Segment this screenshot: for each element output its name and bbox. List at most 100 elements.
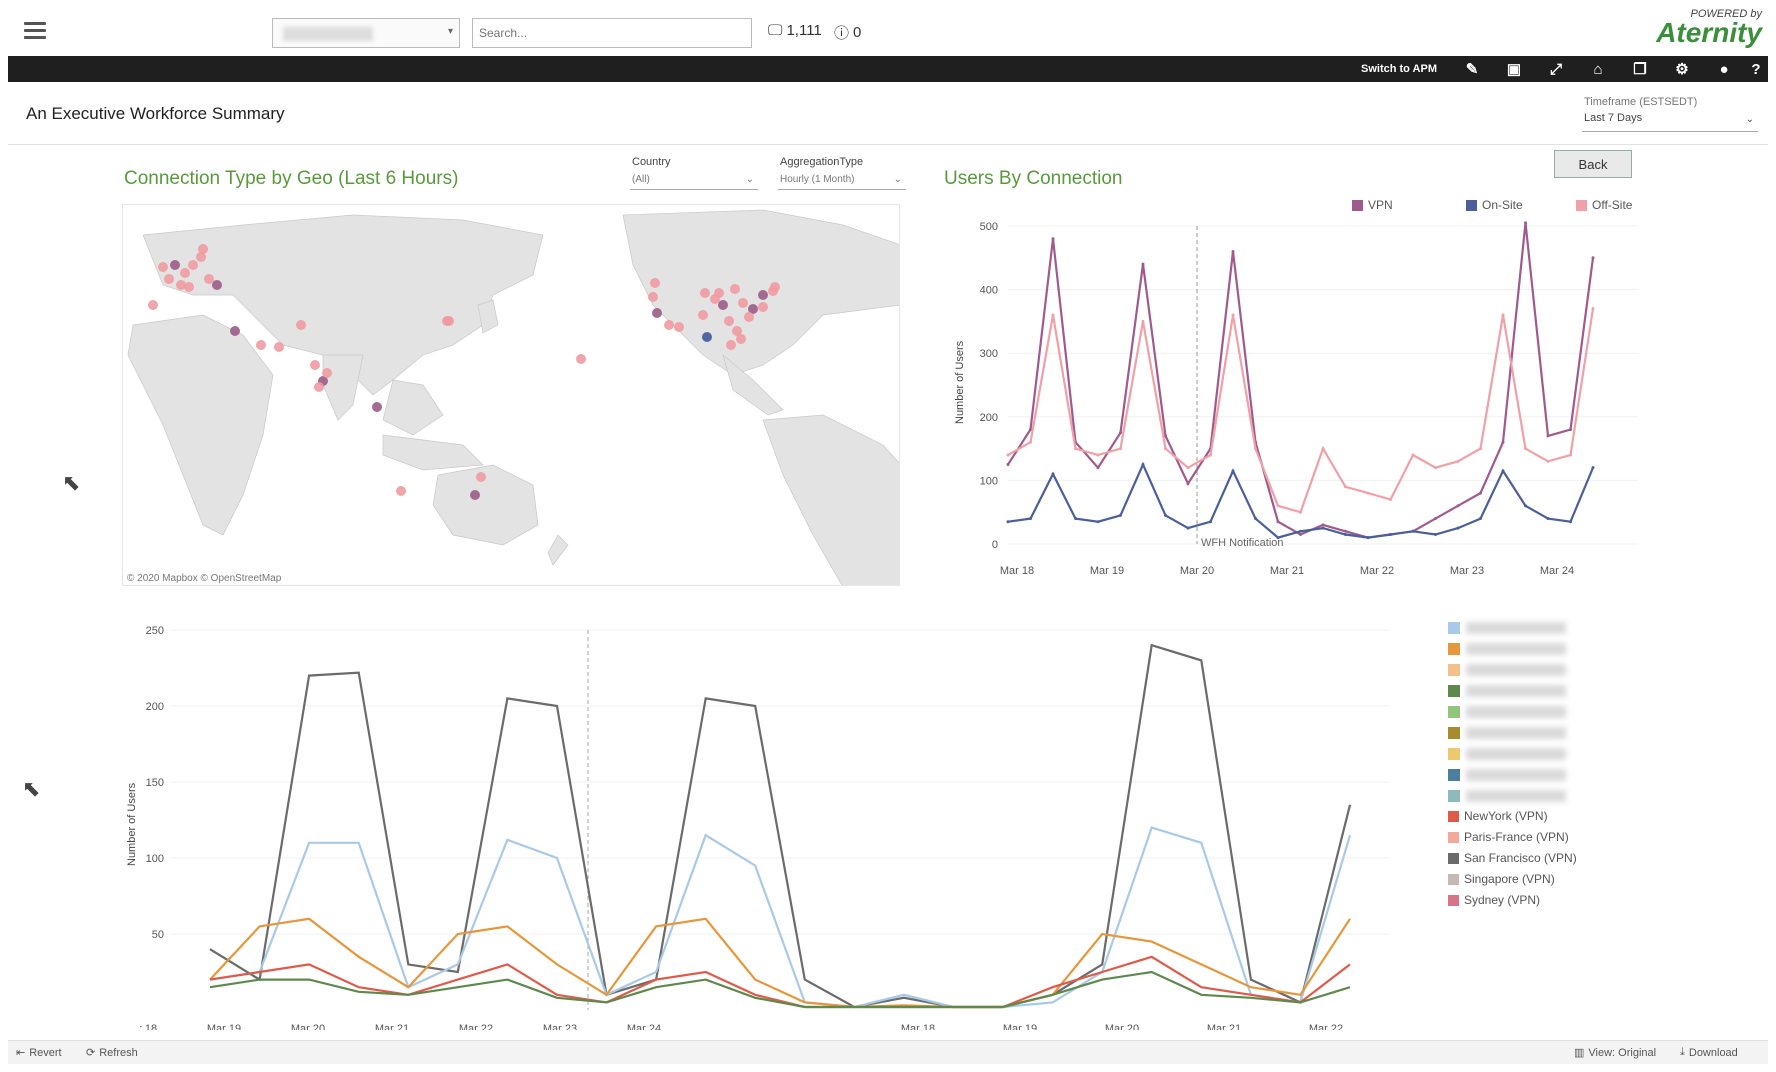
map-dot[interactable] [702,332,712,342]
map-dot[interactable] [710,294,720,304]
legend-item[interactable]: San Francisco (VPN) [1448,851,1577,865]
legend-swatch [1448,706,1460,718]
city-series-line[interactable] [209,970,1351,1009]
user-icon[interactable]: ● [1719,60,1729,78]
legend-swatch [1448,643,1460,655]
legend-vpn[interactable]: VPN [1352,198,1393,212]
map-dot[interactable] [170,260,180,270]
map-dot[interactable] [700,288,710,298]
map-dot[interactable] [576,354,586,364]
data-point [1029,517,1032,521]
map-dot[interactable] [758,302,768,312]
alerts-stat[interactable]: ⓘ 0 [834,22,861,43]
map-dot[interactable] [698,310,708,320]
city-series-line[interactable] [209,826,1352,1009]
legend-onsite[interactable]: On-Site [1466,198,1523,212]
back-button[interactable]: Back [1554,150,1632,178]
mouse-cursor-icon: ⬉ [62,470,81,495]
switch-to-apm-button[interactable]: Switch to APM [1361,63,1437,75]
series-line-on-site[interactable] [1007,461,1595,539]
map-dot[interactable] [256,340,266,350]
map-dot[interactable] [158,262,168,272]
map-dot[interactable] [176,280,186,290]
map-dot[interactable] [188,260,198,270]
map-dot[interactable] [322,368,332,378]
home-icon[interactable]: ⌂ [1593,60,1603,78]
map-dot[interactable] [652,308,662,318]
map-dot[interactable] [736,334,746,344]
map-dot[interactable] [396,486,406,496]
world-map[interactable]: © 2020 Mapbox © OpenStreetMap [122,204,900,586]
users-by-connection-chart[interactable]: 0 100 200 300 400 500 Mar 18 Mar 19 Mar 20 Mar 21… [960,212,1660,582]
southeast-asia-shape [382,379,444,436]
legend-swatch [1448,852,1459,864]
city-series-line[interactable] [209,917,1351,1009]
map-dot[interactable] [296,320,306,330]
map-dot[interactable] [148,300,158,310]
revert-button[interactable]: ⇤ Revert [16,1046,62,1060]
map-dot[interactable] [274,342,284,352]
map-dot[interactable] [724,316,734,326]
map-dot[interactable] [198,244,208,254]
gear-icon[interactable]: ⚙ [1675,61,1689,78]
map-dot[interactable] [744,312,754,322]
chevron-down-icon: ⌄ [1745,114,1754,125]
map-dot[interactable] [674,322,684,332]
city-series-line[interactable] [209,955,1351,1009]
download-button[interactable]: ⤓ Download [1680,1046,1738,1059]
map-dot[interactable] [310,360,320,370]
timeframe-dropdown[interactable]: Last 7 Days ⌄ [1582,112,1758,132]
legend-offsite-label: Off-Site [1592,198,1633,212]
map-dot[interactable] [372,402,382,412]
map-dot[interactable] [196,252,206,262]
legend-item[interactable]: NewYork (VPN) [1448,809,1548,823]
city-series-line[interactable] [209,643,1352,1009]
refresh-button[interactable]: ⟳ Refresh [86,1046,138,1060]
expand-icon[interactable]: ⤢ [1549,60,1562,78]
map-dot[interactable] [314,382,324,392]
map-dot[interactable] [758,290,768,300]
blurred-scope-value [283,27,373,41]
map-dot[interactable] [732,326,742,336]
copy-icon[interactable]: ❐ [1633,61,1647,78]
map-dot[interactable] [730,284,740,294]
map-dot[interactable] [726,340,736,350]
map-dot[interactable] [748,304,758,314]
map-dot[interactable] [476,472,486,482]
legend-item[interactable]: Singapore (VPN) [1448,872,1555,886]
view-original-button[interactable]: ▥ View: Original [1574,1046,1656,1060]
devices-stat[interactable]: 🖵 1,111 [768,22,822,39]
map-dot[interactable] [650,278,660,288]
map-dot[interactable] [770,282,780,292]
map-dot[interactable] [470,490,480,500]
data-point [1006,463,1010,466]
country-filter[interactable]: (All) ⌄ [630,174,758,190]
map-dot[interactable] [164,274,174,284]
aggregation-filter[interactable]: Hourly (1 Month) ⌄ [778,174,906,190]
map-dot[interactable] [442,316,452,326]
legend-item[interactable]: Paris-France (VPN) [1448,830,1569,844]
map-dot[interactable] [738,298,748,308]
map-dot[interactable] [180,268,190,278]
data-point [1074,517,1077,521]
map-dot[interactable] [718,300,728,310]
map-dot[interactable] [204,274,214,284]
map-dot[interactable] [230,326,240,336]
data-point [1321,523,1325,527]
search-input[interactable] [472,18,752,48]
data-point [1209,520,1212,524]
map-dot[interactable] [212,280,222,290]
map-dot[interactable] [184,282,194,292]
menu-icon[interactable] [24,22,46,40]
series-line-vpn[interactable] [1007,222,1595,539]
x-tick-label: Mar 21 [1270,565,1304,577]
map-dot[interactable] [664,320,674,330]
users-by-city-chart[interactable]: 50 100 150 200 250 Mar 18 Mar 19 Mar 20 Mar 21 Ma… [140,620,1400,1030]
scope-dropdown[interactable]: ▾ [272,18,460,48]
help-icon[interactable]: ? [1751,60,1761,78]
pencil-icon[interactable]: ✎ [1465,61,1479,78]
legend-offsite[interactable]: Off-Site [1576,198,1632,212]
legend-item[interactable]: Sydney (VPN) [1448,893,1540,907]
save-icon[interactable]: ▣ [1506,61,1522,78]
map-dot[interactable] [648,292,658,302]
